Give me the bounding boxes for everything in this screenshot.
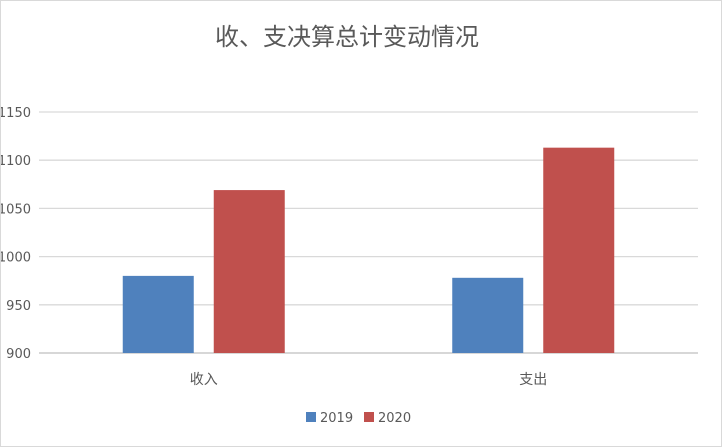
bar-2020-支出: [543, 147, 615, 353]
legend-swatch-2020: [364, 412, 374, 422]
legend-label-2020: 2020: [378, 411, 411, 426]
chart-title: 收、支决算总计变动情况: [215, 23, 479, 51]
legend-swatch-2019: [306, 412, 316, 422]
legend-label-2019: 2019: [320, 411, 353, 426]
bar-2019-支出: [452, 277, 524, 353]
y-tick-label: 1150: [1, 106, 31, 121]
y-tick-label: 1050: [1, 202, 31, 217]
bar-2019-收入: [122, 275, 194, 353]
y-tick-label: 950: [6, 299, 31, 314]
y-tick-label: 900: [6, 347, 31, 362]
y-tick-label: 1100: [1, 154, 31, 169]
y-tick-label: 1000: [1, 251, 31, 266]
bar-2020-收入: [213, 190, 285, 353]
x-tick-label: 支出: [519, 372, 547, 388]
x-tick-label: 收入: [190, 372, 218, 388]
